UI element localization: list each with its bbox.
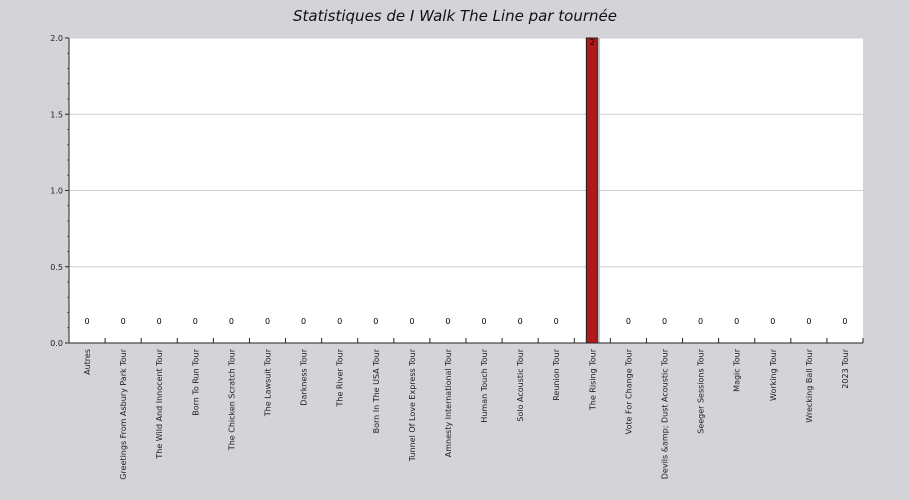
x-tick-label: Human Touch Tour bbox=[480, 348, 489, 422]
y-axis-ticks: 0.0 0.5 1.0 1.5 2.0 bbox=[50, 34, 69, 348]
data-label: 0 bbox=[157, 317, 162, 326]
x-tick-label: Amnesty International Tour bbox=[444, 348, 453, 457]
x-tick-label: The Rising Tour bbox=[588, 348, 597, 411]
x-tick-label: Working Tour bbox=[769, 348, 778, 401]
data-label: 0 bbox=[481, 317, 486, 326]
y-tick-label: 2.0 bbox=[50, 34, 63, 43]
y-tick-label: 1.0 bbox=[50, 187, 63, 196]
bars bbox=[585, 37, 600, 344]
x-tick-label: Tunnel Of Love Express Tour bbox=[408, 348, 417, 462]
data-label: 0 bbox=[806, 317, 811, 326]
data-label: 0 bbox=[554, 317, 559, 326]
x-tick-label: Autres bbox=[83, 349, 92, 375]
data-label: 0 bbox=[84, 317, 89, 326]
bar bbox=[585, 37, 598, 344]
y-tick-label: 0.0 bbox=[50, 339, 63, 348]
data-labels: 0 0 0 0 0 0 0 0 0 0 0 0 0 0 2 0 0 0 0 0 0 0 bbox=[84, 38, 847, 326]
data-label: 0 bbox=[193, 317, 198, 326]
data-label: 0 bbox=[121, 317, 126, 326]
data-label: 0 bbox=[409, 317, 414, 326]
data-label: 0 bbox=[626, 317, 631, 326]
data-label: 0 bbox=[445, 317, 450, 326]
x-tick-label: The Chicken Scratch Tour bbox=[227, 348, 236, 451]
x-tick-label: The River Tour bbox=[336, 348, 345, 407]
x-tick-label: 2023 Tour bbox=[841, 348, 850, 388]
data-label: 0 bbox=[373, 317, 378, 326]
data-label: 0 bbox=[698, 317, 703, 326]
x-tick-label: Seeger Sessions Tour bbox=[697, 348, 706, 433]
y-tick-label: 1.5 bbox=[50, 110, 63, 119]
grid-lines bbox=[69, 37, 863, 268]
x-tick-label: Devils &amp; Dust Acoustic Tour bbox=[661, 348, 670, 479]
y-tick-label: 0.5 bbox=[50, 263, 63, 272]
x-tick-label: Greetings From Asbury Park Tour bbox=[119, 348, 128, 479]
x-tick-label: Born In The USA Tour bbox=[372, 348, 381, 433]
data-label: 0 bbox=[518, 317, 523, 326]
data-label: 0 bbox=[842, 317, 847, 326]
x-axis-ticks: Autres Greetings From Asbury Park Tour The… bbox=[83, 338, 864, 480]
x-tick-label: Solo Acoustic Tour bbox=[516, 348, 525, 421]
x-tick-label: Born To Run Tour bbox=[191, 348, 200, 415]
data-label: 0 bbox=[229, 317, 234, 326]
chart-title: Statistiques de I Walk The Line par tour… bbox=[293, 7, 617, 25]
x-tick-label: The Lawsuit Tour bbox=[264, 348, 273, 417]
x-tick-label: Darkness Tour bbox=[300, 348, 309, 405]
x-tick-label: Vote For Change Tour bbox=[624, 348, 633, 434]
data-label: 0 bbox=[301, 317, 306, 326]
data-label: 0 bbox=[662, 317, 667, 326]
x-tick-label: Magic Tour bbox=[733, 348, 742, 392]
data-label: 2 bbox=[590, 38, 595, 47]
x-tick-label: The Wild And Innocent Tour bbox=[155, 348, 164, 459]
data-label: 0 bbox=[770, 317, 775, 326]
x-tick-label: Reunion Tour bbox=[552, 348, 561, 400]
data-label: 0 bbox=[265, 317, 270, 326]
data-label: 0 bbox=[337, 317, 342, 326]
x-tick-label: Wrecking Ball Tour bbox=[805, 348, 814, 422]
data-label: 0 bbox=[734, 317, 739, 326]
